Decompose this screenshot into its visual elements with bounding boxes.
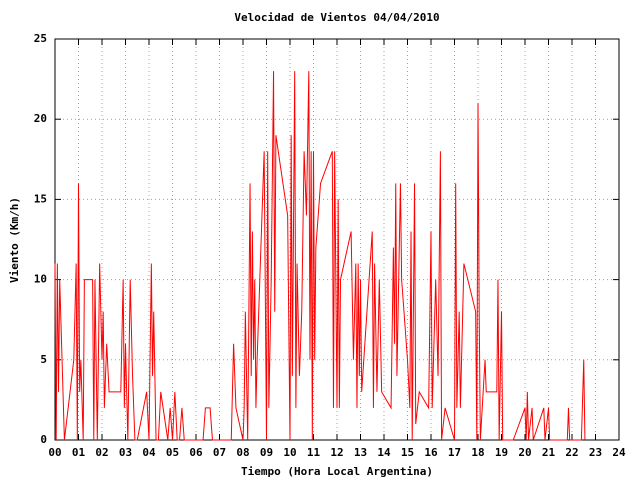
x-tick-label: 20 — [518, 446, 531, 459]
x-tick-label: 14 — [377, 446, 391, 459]
x-tick-label: 06 — [189, 446, 203, 459]
x-tick-label: 00 — [48, 446, 61, 459]
y-tick-label: 15 — [34, 192, 47, 205]
y-tick-label: 20 — [34, 112, 47, 125]
x-tick-label: 15 — [401, 446, 414, 459]
x-tick-label: 24 — [612, 446, 626, 459]
plot-frame — [54, 38, 620, 441]
x-tick-label: 21 — [542, 446, 556, 459]
y-tick-label: 5 — [40, 353, 47, 366]
x-tick-label: 07 — [213, 446, 226, 459]
x-tick-label: 18 — [471, 446, 484, 459]
x-tick-label: 09 — [260, 446, 273, 459]
x-tick-label: 19 — [495, 446, 508, 459]
x-tick-label: 23 — [589, 446, 602, 459]
x-tick-label: 13 — [354, 446, 367, 459]
x-tick-label: 03 — [119, 446, 132, 459]
y-tick-label: 25 — [34, 32, 47, 45]
x-tick-label: 12 — [330, 446, 343, 459]
data-line — [54, 71, 586, 441]
x-tick-label: 08 — [236, 446, 249, 459]
y-tick-label: 0 — [40, 433, 47, 446]
chart-title: Velocidad de Vientos 04/04/2010 — [234, 11, 439, 24]
x-axis-title: Tiempo (Hora Local Argentina) — [241, 465, 433, 478]
x-tick-label: 10 — [283, 446, 296, 459]
x-tick-label: 22 — [565, 446, 578, 459]
x-tick-label: 02 — [95, 446, 108, 459]
x-tick-label: 16 — [424, 446, 438, 459]
x-tick-label: 05 — [166, 446, 179, 459]
x-tick-label: 01 — [72, 446, 86, 459]
x-tick-label: 04 — [142, 446, 156, 459]
y-tick-label: 10 — [34, 273, 47, 286]
x-tick-label: 17 — [448, 446, 461, 459]
x-tick-label: 11 — [307, 446, 321, 459]
y-axis-title: Viento (Km/h) — [8, 197, 21, 283]
